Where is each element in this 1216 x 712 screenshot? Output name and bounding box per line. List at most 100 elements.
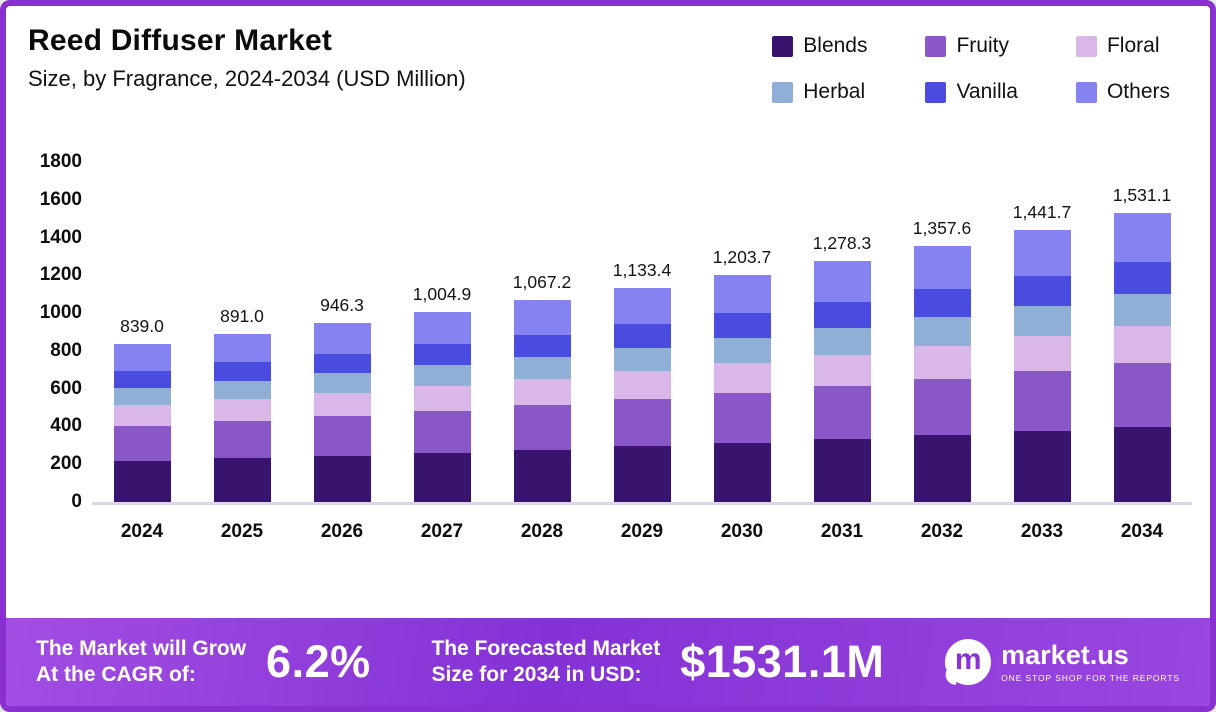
bar-segment-blends: [213, 458, 271, 502]
bar-segment-blends: [313, 455, 371, 502]
bar-column-2028: 1,067.2: [498, 272, 586, 502]
y-axis-tick-label: 600: [50, 377, 82, 399]
brand-name: market.us: [1001, 640, 1129, 671]
bar-segment-herbal: [913, 317, 971, 346]
x-axis: 2024 2025 2026 2027 2028 2029 2030 2031 2032 2033…: [92, 521, 1192, 543]
bar-column-2026: 946.3: [298, 295, 386, 502]
bar-segment-floral: [1013, 335, 1071, 372]
bar-segment-herbal: [1113, 293, 1171, 326]
forecast-value: $1531.1M: [680, 636, 885, 687]
bar-total-label: 946.3: [320, 295, 364, 316]
bar-segment-floral: [813, 354, 871, 387]
legend-item-fruity: Fruity: [925, 34, 1017, 58]
legend-swatch-floral: [1075, 35, 1097, 57]
bar-segment-floral: [213, 399, 271, 422]
bar-segment-herbal: [1013, 305, 1071, 336]
forecast-label-line1: The Forecasted Market: [431, 636, 661, 660]
bar-segment-herbal: [113, 387, 171, 406]
stacked-bar-2030: [713, 274, 771, 502]
bar-segment-vanilla: [313, 353, 371, 374]
x-axis-label-2034: 2034: [1120, 521, 1164, 542]
legend-label: Floral: [1106, 34, 1160, 57]
x-axis-label-2026: 2026: [320, 521, 364, 542]
bar-total-label: 1,067.2: [512, 272, 572, 293]
bar-segment-fruity: [213, 421, 271, 459]
bar-segment-herbal: [813, 328, 871, 355]
y-axis-tick-label: 400: [50, 415, 82, 437]
stacked-bar-2025: [213, 333, 271, 502]
bar-segment-others: [1013, 229, 1071, 276]
stacked-bar-2034: [1113, 212, 1171, 502]
bar-segment-floral: [513, 379, 571, 406]
bar-segment-vanilla: [1113, 262, 1171, 294]
stacked-bar-2031: [813, 260, 871, 502]
bars: 839.0 891.0 946.3 1,004.9 1,067.2 1,133.4 1,20…: [92, 162, 1192, 505]
bar-segment-others: [613, 287, 671, 325]
bar-segment-blends: [1013, 431, 1071, 502]
legend-swatch-fruity: [925, 35, 947, 57]
bar-segment-vanilla: [513, 334, 571, 357]
bar-segment-others: [813, 260, 871, 302]
bar-column-2032: 1,357.6: [898, 218, 986, 502]
bar-total-label: 839.0: [120, 315, 164, 336]
bar-segment-others: [213, 333, 271, 363]
cagr-value: 6.2%: [266, 636, 371, 687]
stacked-bar-2028: [513, 300, 571, 502]
y-axis-tick-label: 1600: [39, 188, 82, 210]
legend-label: Blends: [803, 34, 868, 57]
forecast-label-line2: Size for 2034 in USD:: [431, 663, 642, 686]
x-axis-label-2033: 2033: [1020, 521, 1064, 542]
legend-item-vanilla: Vanilla: [925, 80, 1018, 104]
bar-segment-vanilla: [713, 313, 771, 339]
bar-total-label: 1,441.7: [1012, 201, 1072, 222]
x-axis-label-2030: 2030: [720, 521, 764, 542]
x-axis-label-2025: 2025: [220, 521, 264, 542]
legend-label: Vanilla: [956, 80, 1018, 103]
x-axis-label-2032: 2032: [920, 521, 964, 542]
y-axis-tick-label: 0: [71, 491, 82, 512]
bar-segment-floral: [913, 345, 971, 379]
brand-text: market.us ONE STOP SHOP FOR THE REPORTS: [1001, 640, 1180, 683]
bar-segment-vanilla: [913, 289, 971, 318]
bar-total-label: 1,531.1: [1112, 184, 1172, 205]
x-axis-label-2028: 2028: [520, 521, 564, 542]
bar-segment-vanilla: [413, 344, 471, 366]
bar-segment-herbal: [613, 347, 671, 372]
bar-segment-fruity: [513, 405, 571, 450]
logo-letter: m: [954, 643, 982, 676]
bar-segment-blends: [713, 442, 771, 502]
cagr-label-line1: The Market will Grow: [36, 636, 247, 660]
stacked-bar-2024: [113, 343, 171, 502]
bar-segment-herbal: [413, 365, 471, 387]
bar-segment-floral: [113, 405, 171, 426]
bar-segment-floral: [713, 363, 771, 393]
bar-segment-vanilla: [113, 370, 171, 388]
forecast-group: The Forecasted Market Size for 2034 in U…: [431, 636, 884, 689]
bar-segment-others: [313, 323, 371, 354]
legend-swatch-vanilla: [925, 81, 947, 103]
legend-item-others: Others: [1075, 80, 1170, 104]
x-axis-label-2024: 2024: [120, 521, 164, 542]
legend: Blends Fruity Floral Herbal Vanilla Others: [772, 34, 1170, 104]
bar-segment-vanilla: [813, 301, 871, 329]
chart-subtitle: Size, by Fragrance, 2024-2034 (USD Milli…: [28, 66, 466, 91]
stacked-bar-2033: [1013, 229, 1071, 502]
plot-area: 839.0 891.0 946.3 1,004.9 1,067.2 1,133.4 1,20…: [92, 162, 1192, 543]
legend-item-herbal: Herbal: [772, 80, 867, 104]
bar-segment-herbal: [313, 373, 371, 394]
bar-total-label: 891.0: [220, 305, 264, 326]
bar-segment-herbal: [713, 338, 771, 364]
bar-total-label: 1,004.9: [412, 284, 472, 305]
legend-swatch-others: [1075, 81, 1097, 103]
bar-segment-fruity: [713, 392, 771, 443]
y-axis-tick-label: 1200: [39, 264, 82, 286]
bar-segment-others: [513, 300, 571, 335]
bar-segment-blends: [413, 452, 471, 502]
bar-segment-others: [1113, 212, 1171, 263]
x-axis-label-2031: 2031: [820, 521, 864, 542]
bar-segment-others: [713, 274, 771, 314]
y-axis-tick-label: 1400: [39, 226, 82, 248]
y-axis: 0 200 400 600 800 1000 1200 1400 1600 1800: [20, 151, 92, 512]
bar-segment-herbal: [213, 380, 271, 400]
